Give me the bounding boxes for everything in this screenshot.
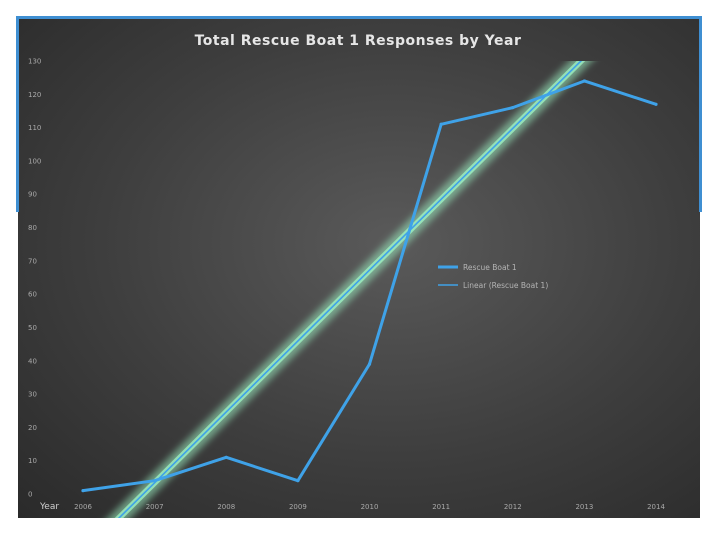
data-point [296, 479, 300, 483]
chart-panel: Total Rescue Boat 1 Responses by Year 0 1… [18, 18, 700, 518]
x-axis-label: Year [39, 502, 59, 512]
series-line [81, 79, 658, 493]
x-tick-label: 2008 [217, 503, 235, 511]
data-point [367, 362, 372, 366]
x-tick-label: 2010 [361, 503, 379, 511]
trendline-band [114, 61, 586, 518]
x-tick-label: 2013 [575, 503, 593, 511]
y-tick-label: 50 [28, 324, 37, 332]
y-tick-label: 90 [28, 191, 37, 199]
x-tick-label: 2009 [289, 503, 307, 511]
series-group [81, 79, 658, 493]
y-tick-label: 100 [28, 157, 41, 165]
y-tick-label: 80 [28, 224, 37, 232]
x-tick-label: 2006 [74, 503, 92, 511]
data-point [224, 455, 228, 459]
y-tick-label: 110 [28, 124, 41, 132]
y-tick-label: 130 [28, 58, 41, 66]
line-chart: Total Rescue Boat 1 Responses by Year 0 1… [28, 33, 665, 518]
data-point [439, 122, 443, 126]
trendline [117, 61, 583, 518]
legend-label-series: Rescue Boat 1 [463, 263, 517, 272]
x-axis-ticks: 2006 2007 2008 2009 2010 2011 2012 2013 2014 [74, 503, 665, 511]
data-point [582, 79, 586, 83]
y-tick-label: 30 [28, 391, 37, 399]
y-tick-label: 40 [28, 357, 37, 365]
data-point [153, 479, 157, 483]
x-tick-label: 2014 [647, 503, 665, 511]
y-tick-label: 120 [28, 91, 41, 99]
legend-label-trendline: Linear (Rescue Boat 1) [463, 281, 548, 290]
x-tick-label: 2012 [504, 503, 522, 511]
legend: Rescue Boat 1 Linear (Rescue Boat 1) [438, 263, 548, 290]
y-tick-label: 70 [28, 257, 37, 265]
data-point [81, 489, 85, 493]
x-tick-label: 2011 [432, 503, 450, 511]
chart-title: Total Rescue Boat 1 Responses by Year [195, 33, 522, 49]
x-tick-label: 2007 [146, 503, 164, 511]
y-tick-label: 20 [28, 424, 37, 432]
data-point [654, 102, 658, 106]
y-tick-label: 0 [28, 491, 32, 499]
data-point [511, 106, 515, 110]
y-tick-label: 10 [28, 457, 37, 465]
y-axis-ticks: 0 10 20 30 40 50 60 70 80 90 100 110 120 130 [28, 58, 41, 499]
trendline-group [107, 61, 593, 518]
y-tick-label: 60 [28, 291, 37, 299]
